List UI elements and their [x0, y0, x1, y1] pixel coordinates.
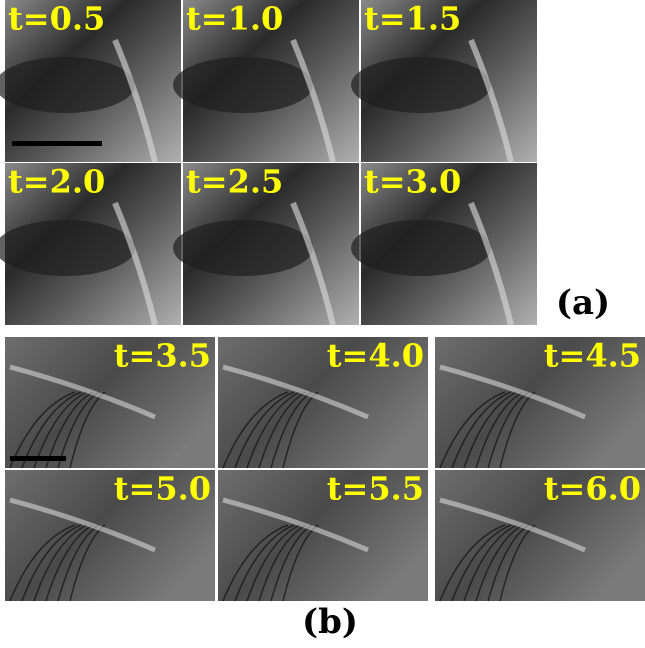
photo-detail [173, 57, 313, 113]
panel-label: (a) [556, 283, 610, 323]
time-label: t=1.0 [186, 0, 283, 38]
photo-detail [0, 57, 135, 113]
scale-bar [10, 456, 66, 461]
photo-detail [173, 220, 313, 276]
photo-detail [351, 57, 491, 113]
time-label: t=6.0 [544, 470, 641, 508]
time-label: t=4.5 [544, 337, 641, 375]
time-label: t=4.0 [327, 337, 424, 375]
time-label: t=2.0 [8, 163, 105, 201]
time-label: t=3.0 [364, 163, 461, 201]
panel-label: (b) [302, 602, 358, 642]
time-label: t=5.5 [327, 470, 424, 508]
photo-detail [0, 220, 135, 276]
figure: (a) (b) t=0.5 t=1.0 t=1.5 t=2.0 t=2.5 t=3.0 t=… [0, 0, 645, 648]
time-label: t=3.5 [114, 337, 211, 375]
time-label: t=0.5 [8, 0, 105, 38]
time-label: t=1.5 [364, 0, 461, 38]
scale-bar [12, 141, 102, 146]
photo-detail [351, 220, 491, 276]
time-label: t=5.0 [114, 470, 211, 508]
time-label: t=2.5 [186, 163, 283, 201]
